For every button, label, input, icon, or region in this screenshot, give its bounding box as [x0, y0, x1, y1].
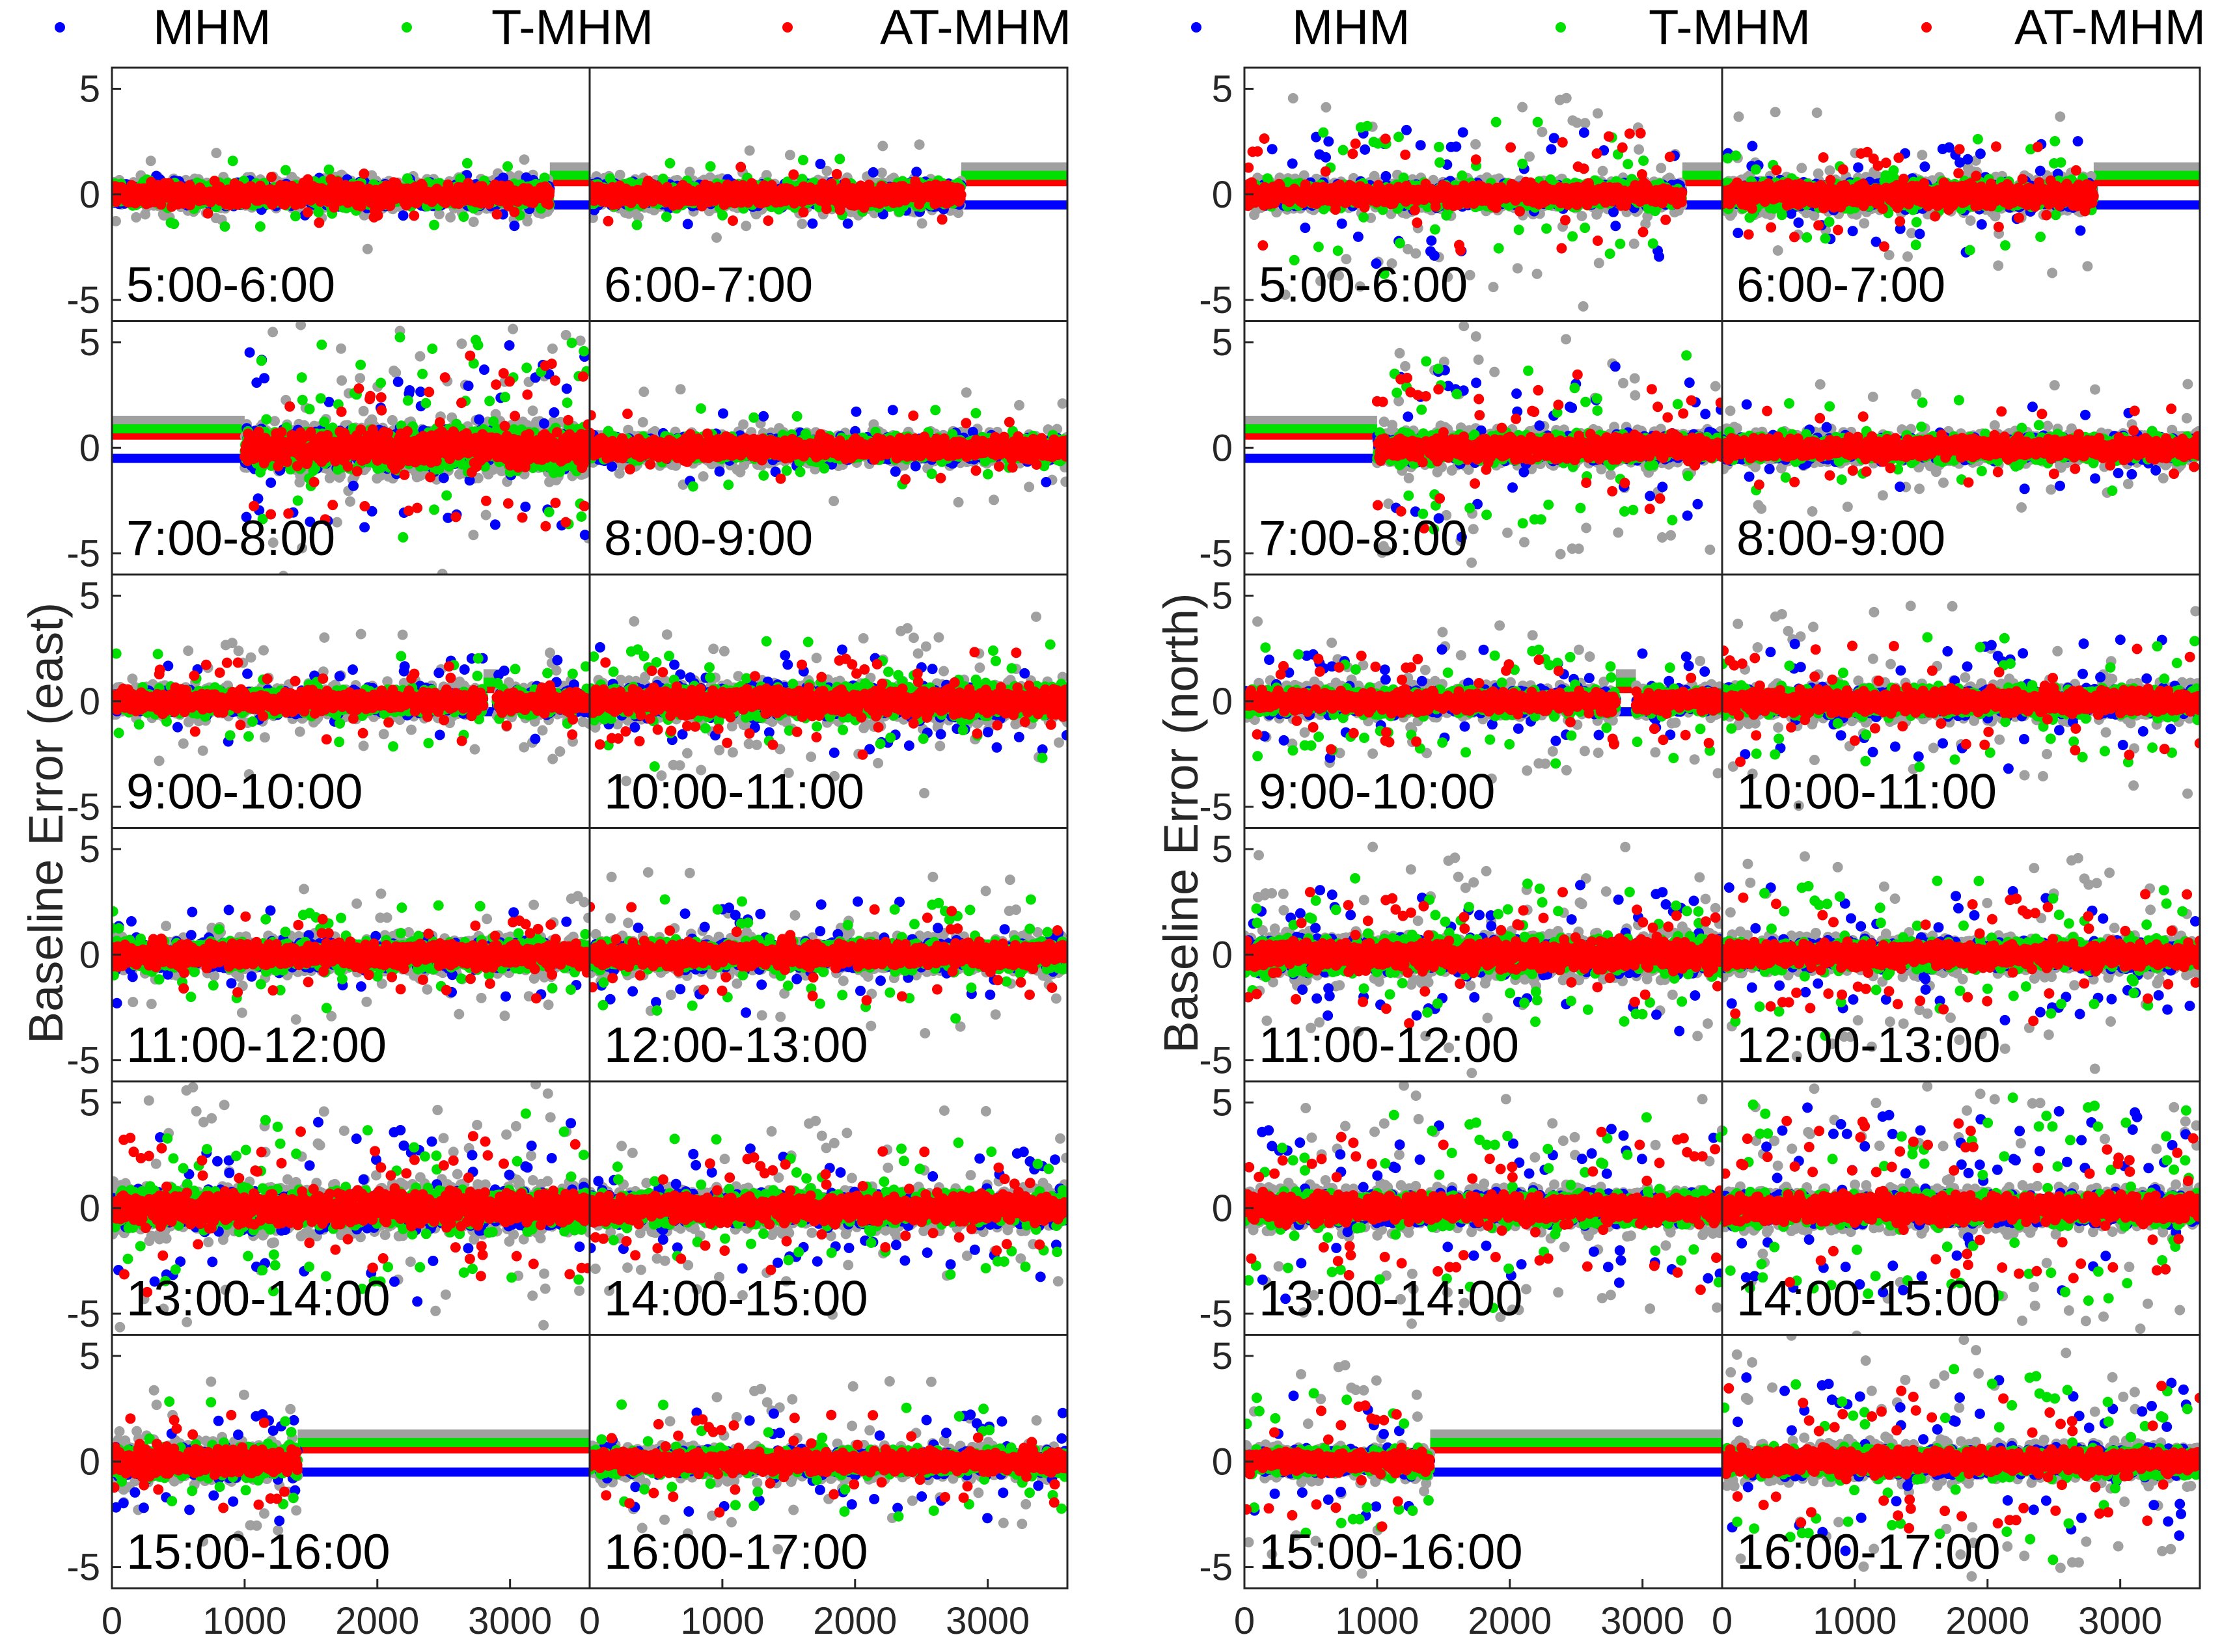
point-mhm — [816, 159, 826, 169]
point-reference — [146, 156, 156, 166]
point-at-mhm — [509, 207, 519, 217]
point-reference — [711, 232, 722, 243]
point-t-mhm — [290, 211, 301, 221]
point-t-mhm — [429, 220, 439, 230]
legend-label-t-mhm: T-MHM — [1649, 0, 1811, 55]
point-reference — [745, 145, 755, 156]
point-t-mhm — [706, 161, 716, 172]
point-t-mhm — [661, 211, 672, 222]
point-at-mhm — [409, 211, 419, 221]
point-reference — [914, 139, 925, 150]
legend-right: MHM T-MHM AT-MHM — [1191, 0, 2206, 55]
point-reference — [519, 154, 530, 165]
hour-label: 5:00-6:00 — [126, 258, 335, 313]
point-t-mhm — [313, 207, 323, 217]
legend-label-t-mhm: T-MHM — [491, 0, 653, 55]
legend-marker-at-mhm — [1921, 22, 1932, 33]
legend-label-at-mhm: AT-MHM — [2014, 0, 2206, 55]
point-reference — [469, 217, 479, 227]
point-t-mhm — [220, 221, 230, 232]
point-reference — [785, 150, 795, 160]
point-at-mhm — [544, 186, 555, 196]
legend-left: MHM T-MHM AT-MHM — [55, 0, 1071, 55]
point-t-mhm — [502, 161, 513, 172]
point-reference — [131, 212, 141, 223]
point-t-mhm — [717, 210, 728, 221]
point-reference — [741, 221, 751, 231]
point-at-mhm — [543, 199, 554, 210]
point-mhm — [807, 219, 817, 229]
legend-marker-t-mhm — [1556, 22, 1566, 33]
point-at-mhm — [202, 208, 213, 219]
point-at-mhm — [303, 207, 313, 217]
point-at-mhm — [314, 217, 324, 228]
point-mhm — [509, 221, 519, 231]
point-t-mhm — [323, 165, 334, 175]
point-t-mhm — [665, 158, 675, 169]
legend-marker-mhm — [1191, 22, 1201, 33]
point-at-mhm — [373, 210, 383, 221]
point-t-mhm — [169, 219, 179, 229]
point-reference — [797, 219, 807, 229]
legend-label-mhm: MHM — [1292, 0, 1410, 55]
legend-label-at-mhm: AT-MHM — [880, 0, 1071, 55]
point-mhm — [683, 219, 693, 229]
point-reference — [211, 148, 221, 158]
y-tick-label: 5 — [79, 68, 100, 110]
point-reference — [363, 244, 373, 254]
y-tick-label: -5 — [66, 279, 100, 321]
point-t-mhm — [632, 220, 642, 230]
point-mhm — [843, 219, 853, 229]
y-axis-title-east: Baseline Error (east) — [19, 603, 73, 1044]
point-t-mhm — [458, 211, 469, 222]
point-t-mhm — [228, 156, 238, 166]
point-t-mhm — [281, 165, 291, 176]
legend-marker-at-mhm — [782, 22, 793, 33]
point-reference — [615, 170, 625, 180]
point-at-mhm — [359, 169, 369, 179]
point-at-mhm — [492, 210, 502, 220]
point-mhm — [911, 167, 922, 177]
point-t-mhm — [540, 172, 550, 183]
y-tick-label: 0 — [79, 174, 100, 216]
point-mhm — [398, 210, 409, 221]
point-reference — [917, 218, 927, 228]
legend-label-mhm: MHM — [153, 0, 271, 55]
point-reference — [877, 141, 888, 151]
point-at-mhm — [266, 172, 277, 182]
point-t-mhm — [255, 221, 266, 232]
point-mhm — [868, 167, 879, 178]
legend-marker-mhm — [55, 22, 65, 33]
legend-marker-t-mhm — [402, 22, 412, 33]
point-t-mhm — [462, 158, 473, 169]
